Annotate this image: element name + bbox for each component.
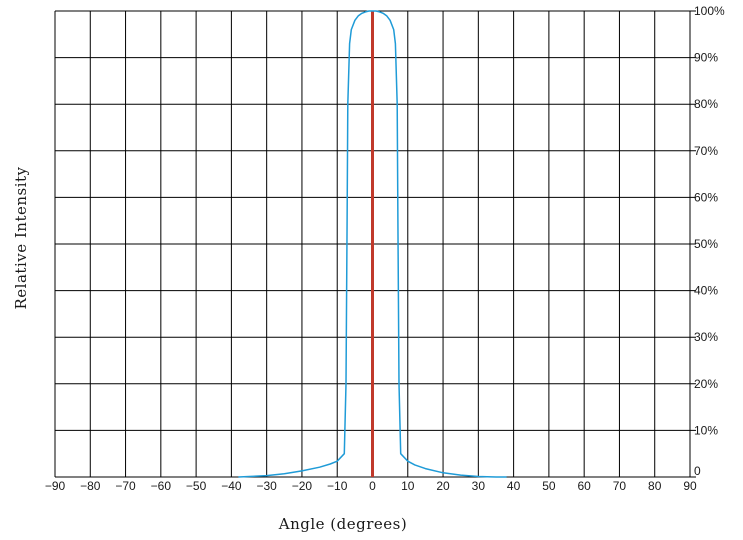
y-tick-label-10: 100% [694,4,725,18]
intensity-curve-0 [238,10,507,478]
x-tick-label-2: −70 [115,479,136,493]
x-tick-label-15: 60 [577,479,591,493]
chart-grid [54,10,696,478]
y-tick-label-1: 10% [694,423,718,437]
y-tick-label-4: 40% [694,284,718,298]
x-tick-label-0: −90 [45,479,66,493]
x-tick-label-7: −20 [292,479,313,493]
x-tick-label-12: 30 [472,479,486,493]
x-axis-title: Angle (degrees) [278,515,407,533]
x-tick-label-8: −10 [327,479,348,493]
x-tick-label-10: 10 [401,479,415,493]
x-tick-label-1: −80 [80,479,101,493]
x-tick-label-5: −40 [221,479,242,493]
y-axis-title: Relative Intensity [12,166,30,309]
x-tick-label-17: 80 [648,479,662,493]
y-tick-label-6: 60% [694,190,718,204]
x-tick-labels: −90 −80 −70 −60 −50 −40 −30 −20 −10 0 10 20 30 40 50 60… [45,479,697,493]
y-tick-label-7: 70% [694,144,718,158]
y-tick-label-0: 0 [694,464,701,478]
x-tick-label-13: 40 [507,479,521,493]
y-tick-label-9: 90% [694,51,718,65]
y-tick-labels: 0 10% 20% 30% 40% 50% 60% 70% 80% 90% 100% [694,4,725,478]
x-tick-label-16: 70 [613,479,627,493]
x-tick-label-18: 90 [683,479,697,493]
y-tick-label-8: 80% [694,97,718,111]
y-tick-label-3: 30% [694,330,718,344]
x-tick-label-4: −50 [186,479,207,493]
x-tick-label-9: 0 [369,479,376,493]
x-tick-label-11: 20 [436,479,450,493]
x-tick-label-6: −30 [256,479,277,493]
x-tick-label-3: −60 [151,479,172,493]
y-tick-label-5: 50% [694,237,718,251]
y-tick-label-2: 20% [694,377,718,391]
chart-marks [238,10,507,478]
x-tick-label-14: 50 [542,479,556,493]
